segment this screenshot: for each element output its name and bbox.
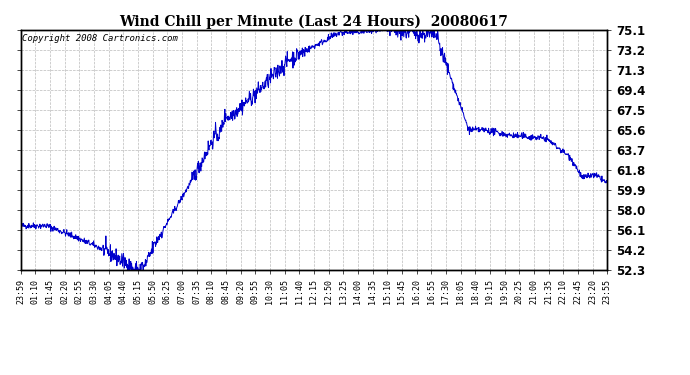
Title: Wind Chill per Minute (Last 24 Hours)  20080617: Wind Chill per Minute (Last 24 Hours) 20… — [119, 15, 509, 29]
Text: Copyright 2008 Cartronics.com: Copyright 2008 Cartronics.com — [22, 34, 178, 43]
